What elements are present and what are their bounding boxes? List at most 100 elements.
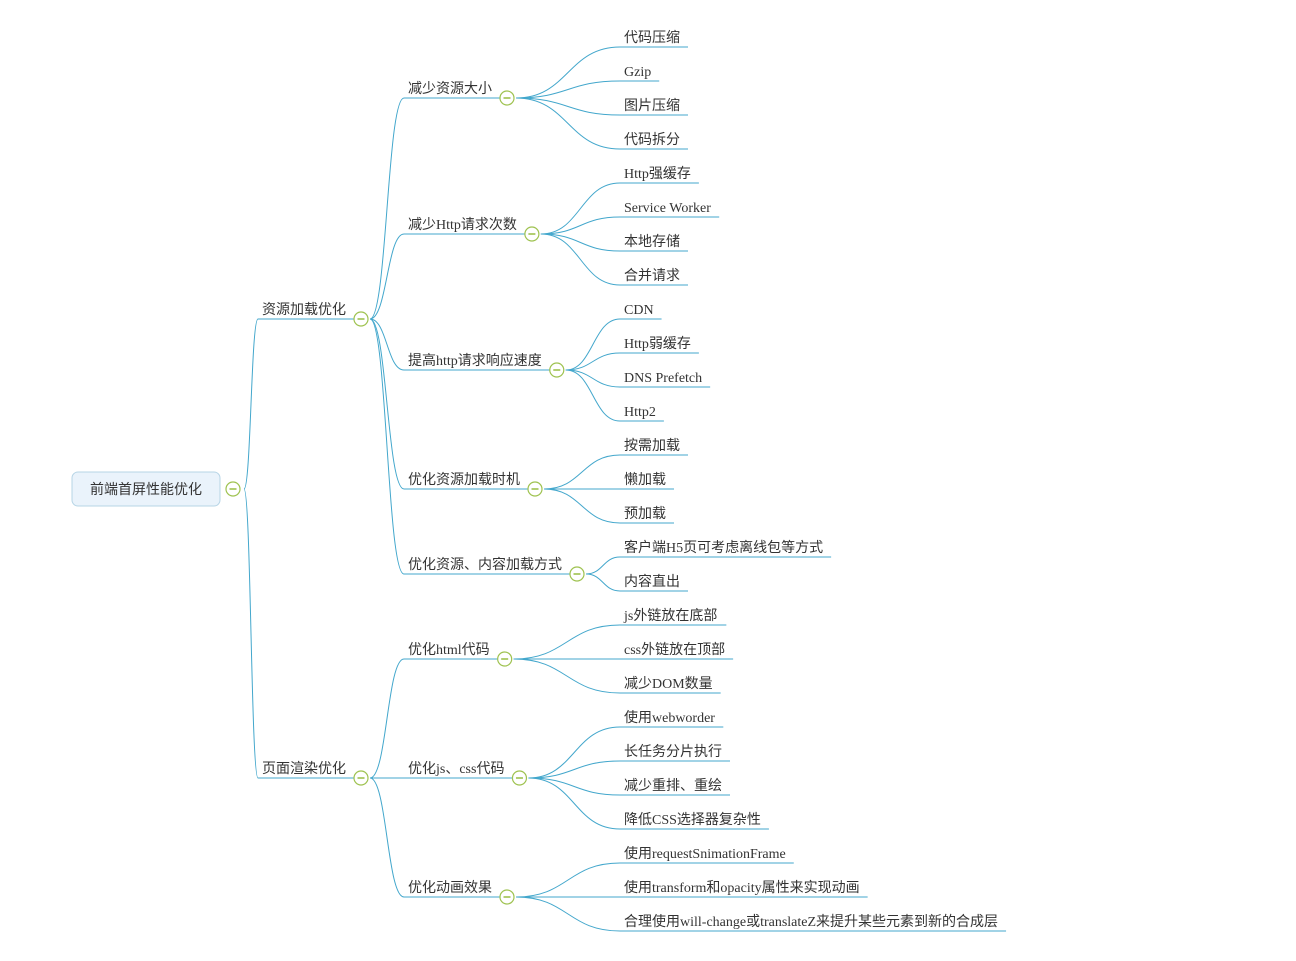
node-label: 代码压缩 <box>624 30 680 46</box>
node-toggle[interactable] <box>512 771 526 785</box>
node-label: 合并请求 <box>624 268 680 284</box>
mindmap-node: 代码拆分 <box>620 132 688 149</box>
node-toggle[interactable] <box>550 363 564 377</box>
branch-connector <box>566 370 620 387</box>
mindmap-node: 合并请求 <box>620 268 688 285</box>
mindmap-canvas: 前端首屏性能优化 资源加载优化 减少资源大小 代码压缩 Gzip 图片压缩代码拆分减少Ht… <box>0 0 1296 961</box>
mindmap-node: CDN <box>620 303 662 319</box>
node-label: 使用requestSnimationFrame <box>624 845 786 862</box>
branch-connector <box>566 370 620 421</box>
node-label: Http强缓存 <box>624 166 691 182</box>
mindmap-node: 预加载 <box>620 506 674 523</box>
branch-connector <box>514 625 620 659</box>
branch-connector <box>528 761 620 778</box>
node-label: css外链放在顶部 <box>624 642 725 658</box>
branch-connector <box>541 217 620 234</box>
node-label: 内容直出 <box>624 573 680 590</box>
node-label: CDN <box>624 303 654 318</box>
node-label: 使用webworder <box>624 709 715 726</box>
mindmap-node: 使用requestSnimationFrame <box>620 845 794 863</box>
node-label: Gzip <box>624 65 651 80</box>
branch-connector <box>516 863 620 897</box>
node-label: 优化资源加载时机 <box>408 472 520 488</box>
node-label: 合理使用will-change或translateZ来提升某些元素到新的合成层 <box>624 913 998 930</box>
mindmap-node: 优化资源、内容加载方式 <box>404 556 584 581</box>
branch-connector <box>514 659 620 693</box>
node-label: Http弱缓存 <box>624 336 691 352</box>
node-label: 优化资源、内容加载方式 <box>408 556 562 573</box>
mindmap-node: 代码压缩 <box>620 30 688 47</box>
node-toggle[interactable] <box>500 91 514 105</box>
branch-connector <box>244 319 258 489</box>
node-label: 代码拆分 <box>624 132 680 148</box>
node-label: 减少Http请求次数 <box>408 217 517 233</box>
branch-connector <box>244 489 258 778</box>
node-toggle[interactable] <box>500 890 514 904</box>
node-toggle[interactable] <box>528 482 542 496</box>
branch-connector <box>586 574 620 591</box>
mindmap-node: 内容直出 <box>620 573 688 591</box>
node-label: 按需加载 <box>624 438 680 454</box>
node-toggle[interactable] <box>354 312 368 326</box>
node-toggle[interactable] <box>498 652 512 666</box>
mindmap-node: Service Worker <box>620 201 719 217</box>
mindmap-node: DNS Prefetch <box>620 371 710 387</box>
mindmap-node: 资源加载优化 <box>258 302 368 326</box>
mindmap-node: 使用webworder <box>620 709 723 727</box>
branch-connector <box>516 47 620 98</box>
mindmap-node: 优化html代码 <box>404 642 512 666</box>
branch-connector <box>566 353 620 370</box>
mindmap-node: Http强缓存 <box>620 166 699 183</box>
node-label: 提高http请求响应速度 <box>408 352 542 369</box>
branch-connector <box>370 659 404 778</box>
branch-connector <box>541 234 620 251</box>
node-toggle[interactable] <box>525 227 539 241</box>
branch-connector <box>528 778 620 829</box>
root-node: 前端首屏性能优化 <box>72 472 240 506</box>
branch-connector <box>541 234 620 285</box>
node-label: 降低CSS选择器复杂性 <box>624 811 761 828</box>
mindmap-node: 优化js、css代码 <box>404 761 526 785</box>
mindmap-node: 减少Http请求次数 <box>404 217 539 241</box>
node-label: 优化html代码 <box>408 642 490 658</box>
node-label: 减少DOM数量 <box>624 676 713 692</box>
node-label: 懒加载 <box>624 472 666 488</box>
mindmap-node: 图片压缩 <box>620 98 688 115</box>
node-label: 页面渲染优化 <box>262 761 346 777</box>
branch-connector <box>541 183 620 234</box>
mindmap-node: 减少DOM数量 <box>620 676 721 693</box>
node-label: DNS Prefetch <box>624 371 702 386</box>
mindmap-node: Http2 <box>620 405 664 421</box>
node-label: 优化动画效果 <box>408 880 492 896</box>
branch-connector <box>586 557 620 574</box>
node-label: 减少资源大小 <box>408 81 492 97</box>
node-label: 预加载 <box>624 506 666 522</box>
branch-connector <box>370 319 404 574</box>
node-toggle[interactable] <box>354 771 368 785</box>
branch-connector <box>544 489 620 523</box>
mindmap-node: 客户端H5页可考虑离线包等方式 <box>620 539 831 557</box>
mindmap-node: 合理使用will-change或translateZ来提升某些元素到新的合成层 <box>620 913 1006 931</box>
node-label: 图片压缩 <box>624 98 680 114</box>
branch-connector <box>516 98 620 115</box>
mindmap-node: Gzip <box>620 65 659 81</box>
mindmap-node: 优化动画效果 <box>404 880 514 904</box>
mindmap-node: js外链放在底部 <box>620 608 726 625</box>
branch-connector <box>544 455 620 489</box>
node-label: 减少重排、重绘 <box>624 778 722 794</box>
node-toggle[interactable] <box>570 567 584 581</box>
branch-connector <box>528 778 620 795</box>
mindmap-node: 减少资源大小 <box>404 81 514 105</box>
branch-connector <box>516 98 620 149</box>
branch-connector <box>528 727 620 778</box>
node-label: 长任务分片执行 <box>624 744 722 760</box>
node-label: 客户端H5页可考虑离线包等方式 <box>624 539 823 556</box>
mindmap-node: 降低CSS选择器复杂性 <box>620 811 769 829</box>
mindmap-node: Http弱缓存 <box>620 336 699 353</box>
mindmap-node: 长任务分片执行 <box>620 744 730 761</box>
root-toggle[interactable] <box>226 482 240 496</box>
mindmap-node: 提高http请求响应速度 <box>404 352 564 377</box>
node-label: Service Worker <box>624 201 711 216</box>
node-label: js外链放在底部 <box>623 608 717 624</box>
branch-connector <box>566 319 620 370</box>
